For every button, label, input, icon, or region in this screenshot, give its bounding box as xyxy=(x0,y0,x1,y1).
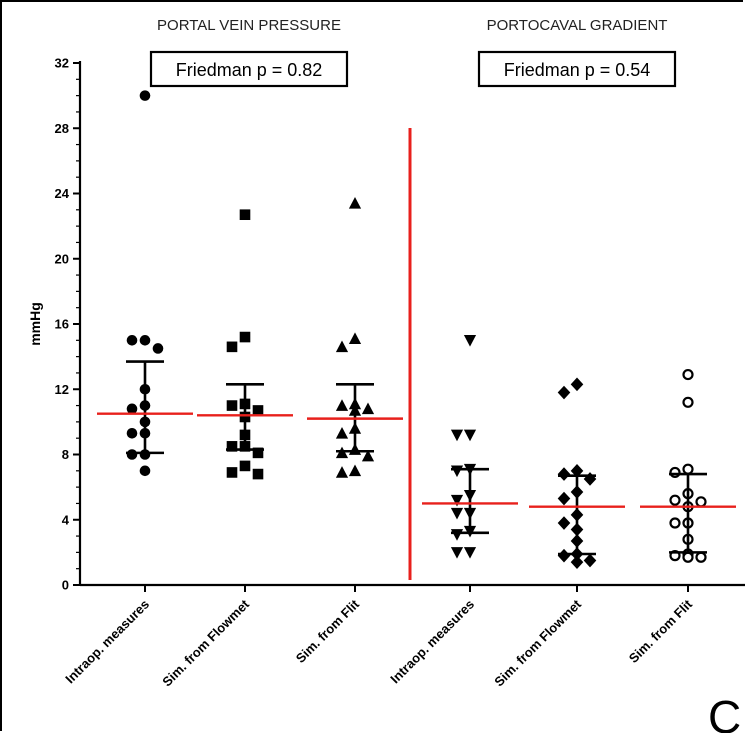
data-point xyxy=(695,551,707,563)
data-point xyxy=(348,196,362,209)
data-point xyxy=(557,491,571,506)
y-tick-label: 4 xyxy=(62,512,70,527)
group-title: PORTAL VEIN PRESSURE xyxy=(157,17,341,34)
data-point xyxy=(463,429,477,442)
data-point xyxy=(239,460,251,472)
data-point xyxy=(583,553,597,568)
data-point xyxy=(669,466,681,479)
stat-box xyxy=(477,50,677,88)
x-category-label: Sim. from Flowmet xyxy=(491,596,584,689)
data-point xyxy=(126,427,138,439)
y-tick-label: 16 xyxy=(55,317,69,332)
stat-box xyxy=(149,50,349,88)
data-point xyxy=(348,464,362,477)
data-point xyxy=(139,90,151,101)
data-point xyxy=(570,464,584,478)
data-point xyxy=(583,472,597,486)
data-point xyxy=(239,209,251,221)
data-point xyxy=(570,377,584,392)
data-point xyxy=(152,343,164,354)
data-point xyxy=(557,548,571,563)
data-point xyxy=(126,449,138,460)
data-point xyxy=(335,466,349,478)
x-category-label: Intraop. measures xyxy=(387,597,477,687)
group-title: PORTOCAVAL GRADIENT xyxy=(487,17,668,34)
data-point xyxy=(682,368,694,381)
data-point xyxy=(463,335,477,347)
y-tick-label: 12 xyxy=(55,382,69,397)
data-point xyxy=(226,467,238,478)
y-tick-label: 32 xyxy=(55,56,69,71)
data-point xyxy=(669,494,681,506)
data-point xyxy=(239,331,251,343)
data-point xyxy=(361,449,375,462)
data-point xyxy=(669,517,681,529)
data-point xyxy=(682,551,694,563)
data-point xyxy=(226,400,238,411)
data-point xyxy=(335,340,349,353)
data-point xyxy=(348,332,362,344)
data-point xyxy=(682,463,694,475)
data-point xyxy=(139,335,151,346)
stat-label: Friedman p = 0.54 xyxy=(504,60,651,80)
panel-letter: C xyxy=(708,691,741,733)
y-tick-label: 28 xyxy=(55,121,69,136)
data-point xyxy=(557,467,571,481)
data-point xyxy=(252,405,264,416)
stat-label: Friedman p = 0.82 xyxy=(176,60,323,80)
data-point xyxy=(252,447,264,459)
data-point xyxy=(570,555,584,569)
data-point xyxy=(226,341,238,353)
data-point xyxy=(557,516,571,530)
data-point xyxy=(252,468,264,480)
x-category-label: Sim. from Flit xyxy=(293,596,363,666)
y-tick-label: 0 xyxy=(62,578,69,593)
data-point xyxy=(450,507,464,520)
data-point xyxy=(450,465,464,478)
data-point xyxy=(450,429,464,442)
data-point xyxy=(450,529,464,541)
data-point xyxy=(463,547,477,559)
data-point xyxy=(557,385,571,400)
x-category-label: Intraop. measures xyxy=(62,597,152,687)
data-point xyxy=(695,496,707,508)
x-category-label: Sim. from Flowmet xyxy=(159,596,252,689)
y-axis-label: mmHg xyxy=(27,302,43,346)
data-point xyxy=(335,426,349,439)
data-point xyxy=(450,547,464,559)
data-point xyxy=(226,441,238,452)
data-point xyxy=(139,465,151,477)
y-tick-label: 24 xyxy=(55,186,70,201)
data-point xyxy=(126,335,138,346)
x-category-label: Sim. from Flit xyxy=(626,596,696,666)
data-point xyxy=(361,402,375,415)
data-point xyxy=(450,494,464,507)
y-tick-label: 20 xyxy=(55,251,69,266)
data-point xyxy=(682,396,694,408)
data-point xyxy=(126,403,138,415)
y-tick-label: 8 xyxy=(62,447,69,462)
data-point xyxy=(335,399,349,411)
